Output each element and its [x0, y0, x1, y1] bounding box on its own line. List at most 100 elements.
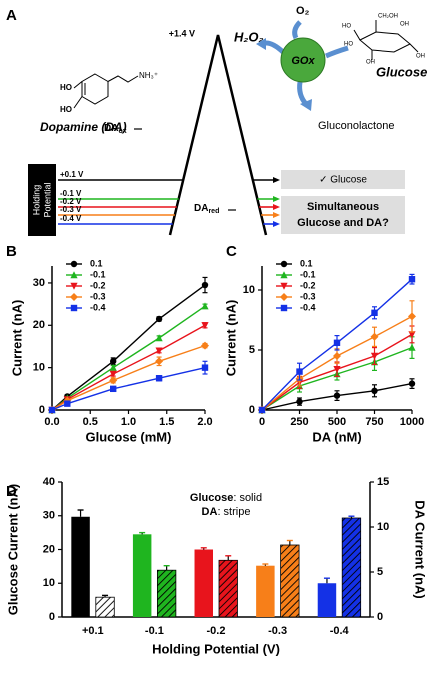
panel-label: D [6, 483, 17, 500]
x-tick-label: 0.0 [44, 416, 59, 428]
marker [371, 387, 378, 394]
chart: B 0 10 20 30 Current (nA) 0.0 0.5 1.0 1.5 2.0 Gluco… [6, 243, 213, 444]
da-red-main: DA [194, 203, 208, 214]
y-tick-label: 20 [43, 543, 55, 555]
marker [155, 357, 164, 366]
legend-label: -0.1 [90, 269, 106, 279]
da-ox-sub: ox [118, 128, 126, 135]
y2-tick-label: 10 [377, 521, 389, 533]
annotation-bold: Glucose [190, 492, 233, 504]
legend-marker [70, 271, 78, 279]
marker [370, 352, 379, 360]
marker [155, 315, 163, 323]
enzyme-label: GOx [291, 55, 315, 67]
marker [201, 364, 209, 371]
marker [333, 366, 341, 373]
product-label: Gluconolactone [318, 120, 394, 132]
legend-label: -0.2 [90, 280, 106, 290]
x-tick-label: 1.0 [121, 416, 136, 428]
marker [110, 358, 117, 365]
legend-label: -0.3 [300, 291, 316, 301]
y-tick-label: 10 [33, 362, 45, 374]
result-box [281, 170, 405, 189]
x-tick-label: 1000 [400, 416, 424, 428]
panel-label: C [226, 243, 237, 260]
marker [333, 392, 341, 399]
dopamine-ring [81, 73, 109, 105]
atom-label: NH₃⁺ [139, 71, 158, 80]
glucose-ring [359, 31, 411, 53]
panel-label: A [6, 7, 17, 24]
bar [132, 534, 152, 617]
bond [73, 81, 83, 89]
legend-label: -0.4 [300, 302, 316, 312]
arrowhead [256, 38, 266, 50]
marker [110, 385, 117, 393]
arrow [324, 45, 349, 59]
marker [48, 406, 56, 414]
result-label: ✓ Glucose [319, 175, 367, 186]
legend-label: -0.4 [90, 302, 106, 312]
potential-label: -0.2 V [60, 197, 82, 206]
y-tick-label: 0 [39, 404, 45, 416]
legend-label: -0.3 [90, 291, 106, 301]
legend-marker [70, 304, 78, 312]
y-axis-title: Current (nA) [223, 300, 238, 377]
y-axis-title: Current (nA) [9, 300, 24, 377]
marker [296, 398, 303, 405]
panel-label: B [6, 243, 17, 260]
arrowhead [273, 221, 280, 227]
x-tick-label: -0.3 [268, 625, 287, 637]
da-ox-main: DA [104, 123, 118, 134]
legend-marker [280, 304, 288, 312]
atom-label: HO [60, 83, 72, 92]
result-label: Simultaneous [307, 201, 379, 213]
y-tick-label: 30 [33, 277, 45, 289]
x-tick-label: 0 [259, 416, 265, 428]
atom-label: CH₂OH [378, 14, 398, 20]
y-axis-title: Glucose Current (nA) [5, 484, 20, 615]
atom-label: OH [400, 22, 409, 28]
legend-label: -0.2 [300, 280, 316, 290]
atom-label: HO [342, 24, 351, 30]
marker [371, 309, 378, 316]
marker [64, 400, 71, 407]
bond [409, 43, 419, 53]
h2o2-label: H₂O₂ [234, 29, 263, 44]
potential-label: -0.3 V [60, 205, 82, 214]
holding-label: Holding [31, 185, 41, 216]
annotation-text: : stripe [217, 506, 250, 518]
arrowhead [273, 177, 280, 183]
x-tick-label: -0.4 [330, 625, 350, 637]
molecule-name: Glucose [376, 64, 427, 79]
legend-marker [280, 282, 288, 290]
x-tick-label: 1.5 [159, 416, 174, 428]
annotation-bold: DA [202, 506, 218, 518]
bar [256, 565, 275, 617]
marker [109, 370, 117, 378]
x-tick-label: 2.0 [197, 416, 212, 428]
series-line [51, 344, 206, 411]
y-tick-label: 10 [43, 577, 55, 589]
molecule-name: Dopamine (DA) [40, 120, 127, 134]
marker [201, 302, 209, 310]
bar [95, 596, 115, 618]
marker [201, 341, 209, 350]
atom-label: HO [60, 105, 72, 114]
da-ox-label: DAox [104, 123, 127, 135]
legend-marker [280, 293, 288, 301]
marker [155, 334, 163, 342]
y2-tick-label: 5 [377, 566, 383, 578]
y2-axis-title: DA Current (nA) [413, 500, 428, 598]
da-red-sub: red [208, 208, 219, 215]
x-axis-title: Glucose (mM) [86, 429, 172, 444]
atom-label: OH [366, 60, 375, 66]
y-tick-label: 0 [249, 404, 255, 416]
legend-marker [70, 282, 78, 290]
o2-label: O₂ [296, 5, 310, 17]
y-tick-label: 10 [243, 284, 255, 296]
y-tick-label: 0 [49, 611, 55, 623]
arrowhead [300, 99, 312, 111]
holding-label: Potential [42, 182, 52, 217]
